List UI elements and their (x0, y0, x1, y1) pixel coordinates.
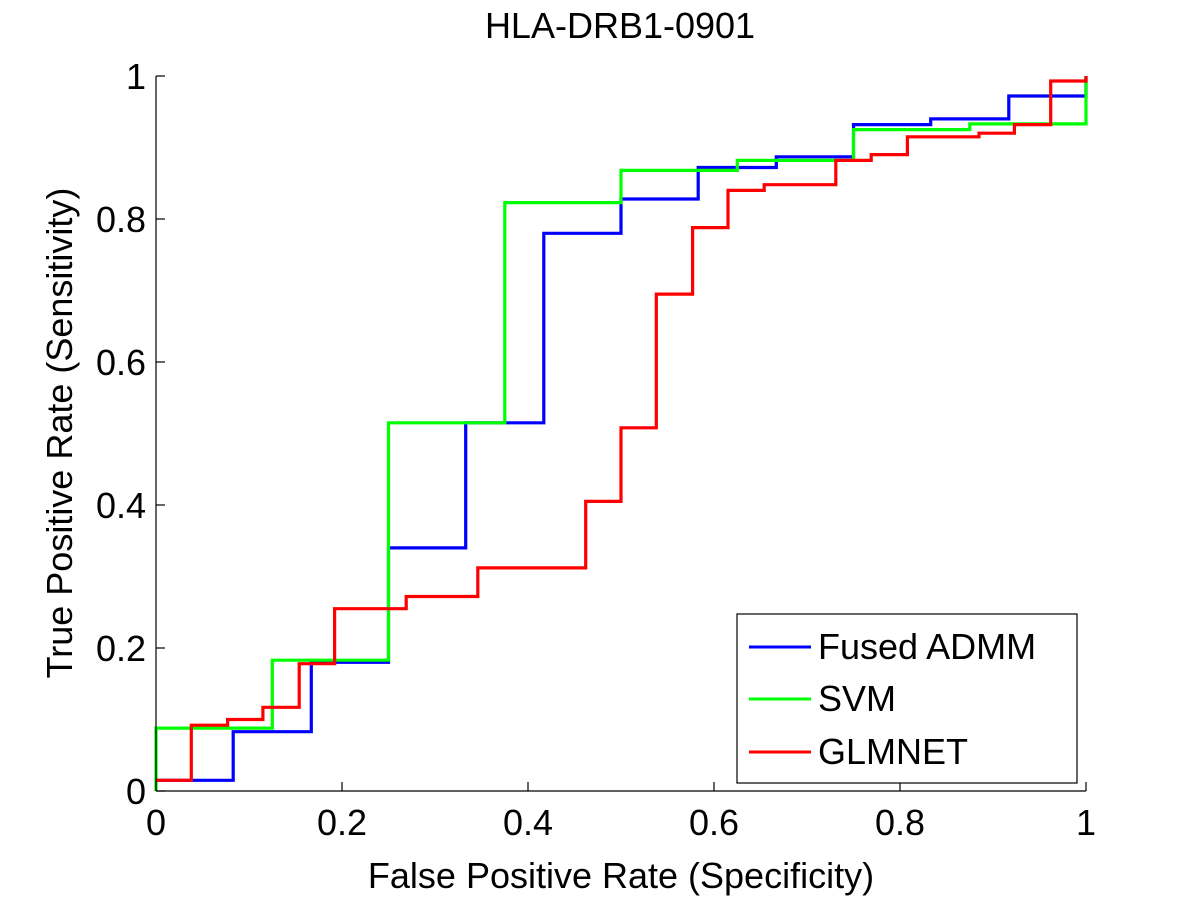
legend: Fused ADMM SVM GLMNET (736, 613, 1078, 784)
x-tick-label: 0.8 (875, 802, 925, 843)
legend-label-fused-admm: Fused ADMM (818, 626, 1036, 667)
x-tick-label: 0.4 (503, 802, 553, 843)
y-tick-label: 0.8 (96, 199, 146, 240)
x-tick-label: 1 (1076, 802, 1096, 843)
legend-label-glmnet: GLMNET (818, 731, 968, 772)
series-line-svm (154, 76, 1088, 791)
x-tick-label: 0.6 (689, 802, 739, 843)
x-tick-label: 0 (146, 802, 166, 843)
tick-layer: 0 0.2 0.4 0.6 0.8 1 0 0.2 0.4 0.6 0.8 1 (96, 56, 1096, 843)
y-tick-label: 0.4 (96, 485, 146, 526)
y-tick-label: 0.2 (96, 628, 146, 669)
series-layer (154, 76, 1088, 791)
y-tick-label: 0.6 (96, 342, 146, 383)
chart-title: HLA-DRB1-0901 (485, 5, 755, 46)
x-axis-label: False Positive Rate (Specificity) (368, 855, 874, 896)
plot-area: 0 0.2 0.4 0.6 0.8 1 0 0.2 0.4 0.6 0.8 1 (96, 56, 1096, 843)
series-line-glmnet (156, 76, 1088, 782)
y-tick-label: 1 (126, 56, 146, 97)
y-axis-label: True Positive Rate (Sensitivity) (39, 188, 80, 679)
legend-label-svm: SVM (818, 678, 896, 719)
y-tick-label: 0 (126, 771, 146, 812)
x-tick-label: 0.2 (317, 802, 367, 843)
